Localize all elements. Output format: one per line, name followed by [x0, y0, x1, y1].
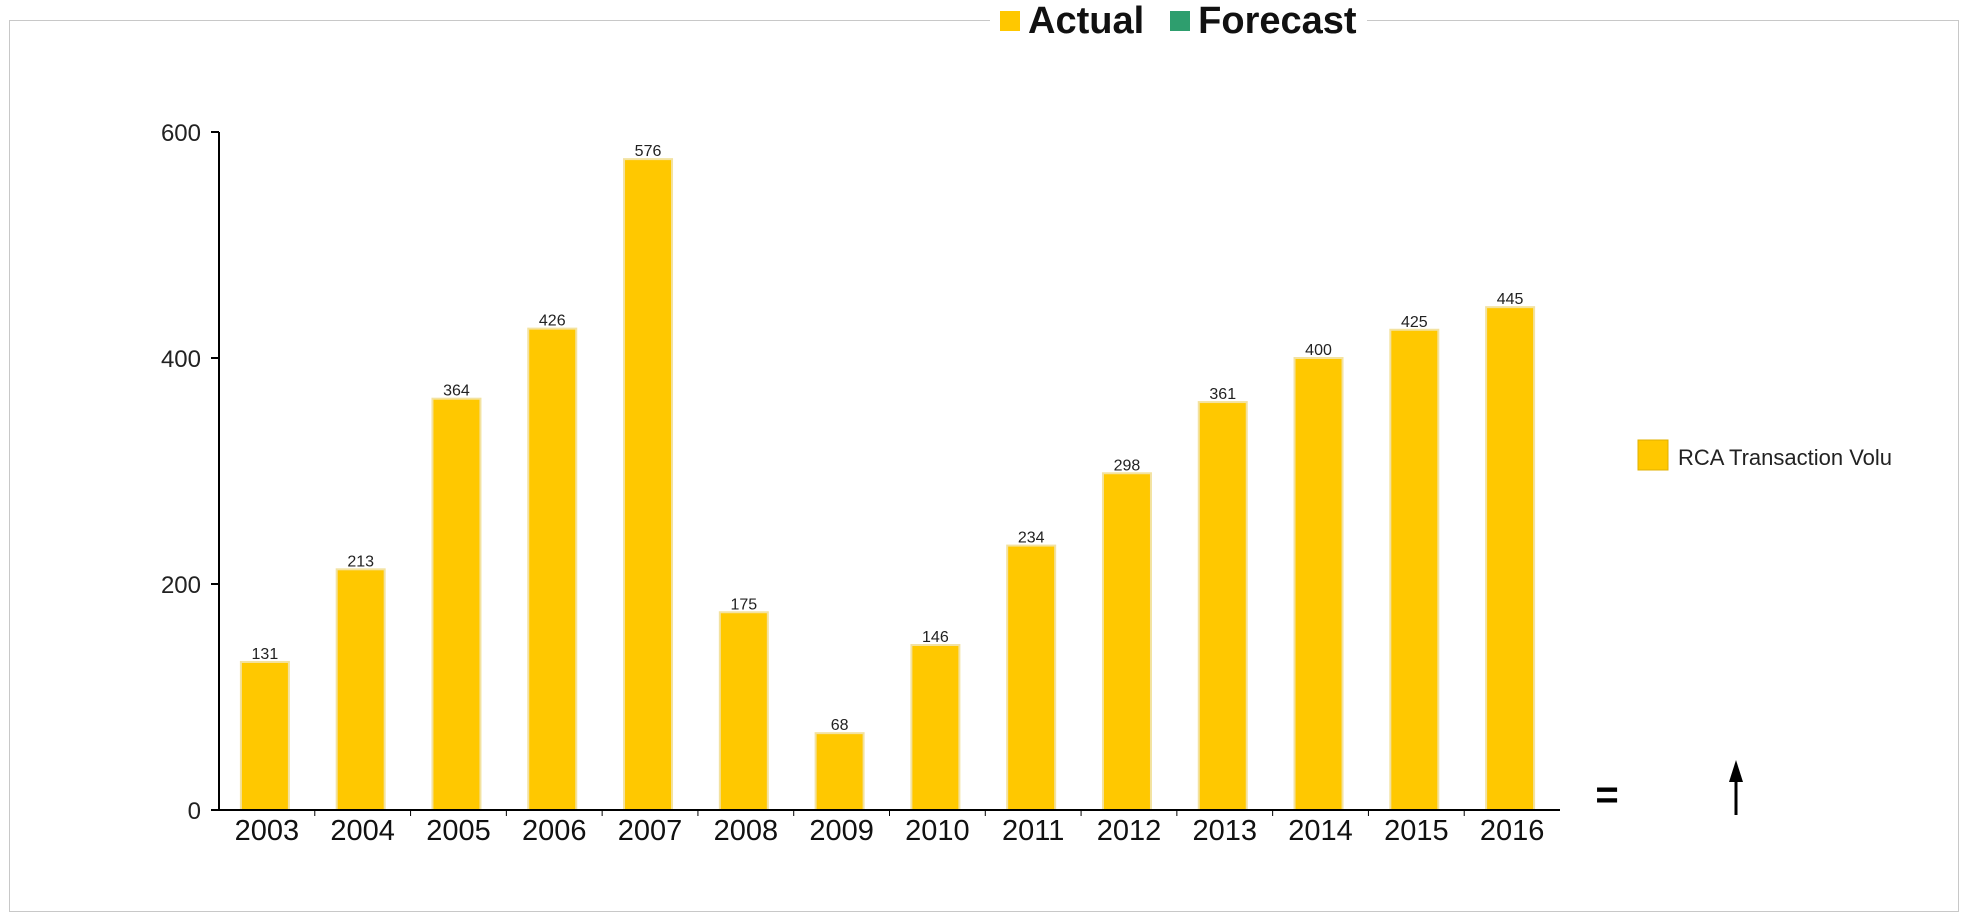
legend-label-actual: Actual [1028, 0, 1145, 42]
data-label-2005: 364 [443, 383, 470, 400]
x-tick-label-2012: 2012 [1097, 815, 1162, 847]
data-label-2012: 298 [1114, 457, 1141, 474]
x-tick-label-2010: 2010 [905, 815, 970, 847]
x-tick-label-2011: 2011 [1002, 815, 1064, 847]
y-tick-label-200: 200 [161, 572, 201, 599]
bar-2012 [1101, 472, 1152, 811]
data-label-2008: 175 [730, 596, 757, 613]
legend-item-actual: Actual [1000, 0, 1144, 42]
legend-swatch [1637, 439, 1669, 471]
data-label-2009: 68 [831, 717, 849, 734]
x-tick-label-2003: 2003 [235, 815, 300, 847]
data-label-2010: 146 [922, 629, 949, 646]
bar-2016 [1485, 306, 1536, 811]
legend-label-forecast: Forecast [1198, 0, 1357, 42]
data-label-2013: 361 [1209, 386, 1236, 403]
x-tick-label-2016: 2016 [1480, 815, 1545, 847]
bar-2007 [623, 158, 674, 811]
series-legend: RCA Transaction Volu [1637, 439, 1892, 471]
bar-2010 [910, 644, 961, 812]
equals-symbol: = [1595, 773, 1618, 817]
bar-2015 [1389, 328, 1440, 811]
legend-swatch-forecast [1170, 11, 1191, 31]
x-tick-label-2008: 2008 [714, 815, 779, 847]
bar-2013 [1197, 401, 1248, 811]
y-tick-label-0: 0 [188, 798, 201, 825]
x-tick-label-2006: 2006 [522, 815, 587, 847]
bar-2004 [335, 568, 386, 811]
x-axis: 2003 2004 2005 2006 2007 2008 2009 2010 2011 2012… [235, 810, 1545, 847]
bar-2011 [1006, 544, 1057, 812]
y-tick-label-400: 400 [161, 346, 201, 373]
up-arrow-icon [1729, 760, 1743, 815]
bar-2009 [814, 732, 865, 811]
bar-2014 [1293, 357, 1344, 811]
chart-frame [9, 20, 1959, 912]
bar-2008 [718, 611, 769, 811]
x-tick-label-2013: 2013 [1192, 815, 1257, 847]
bars-layer [239, 158, 1536, 812]
bar-2003 [239, 660, 290, 811]
data-labels-layer: 131 213 364 426 576 175 68 146 234 298 361 400 425 44… [252, 143, 1524, 734]
legend-item-forecast: Forecast [1170, 0, 1357, 42]
x-tick-label-2015: 2015 [1384, 815, 1449, 847]
legend-swatch-actual [1000, 11, 1020, 31]
data-label-2003: 131 [252, 646, 279, 663]
data-label-2014: 400 [1305, 342, 1332, 359]
data-label-2007: 576 [635, 143, 662, 160]
x-tick-label-2007: 2007 [618, 815, 683, 847]
top-legend: Actual Forecast [990, 0, 1367, 42]
data-label-2006: 426 [539, 313, 566, 330]
legend-label: RCA Transaction Volu [1678, 445, 1892, 470]
bar-2006 [527, 327, 578, 811]
data-label-2011: 234 [1018, 530, 1045, 547]
data-label-2016: 445 [1497, 291, 1524, 308]
y-axis: 0 200 400 600 [161, 120, 219, 825]
data-label-2004: 213 [347, 553, 374, 570]
x-tick-label-2004: 2004 [330, 815, 395, 847]
y-tick-label-600: 600 [161, 120, 201, 147]
data-label-2015: 425 [1401, 314, 1428, 331]
x-tick-label-2009: 2009 [809, 815, 874, 847]
x-tick-label-2014: 2014 [1288, 815, 1353, 847]
x-tick-label-2005: 2005 [426, 815, 491, 847]
bar-2005 [431, 397, 482, 811]
